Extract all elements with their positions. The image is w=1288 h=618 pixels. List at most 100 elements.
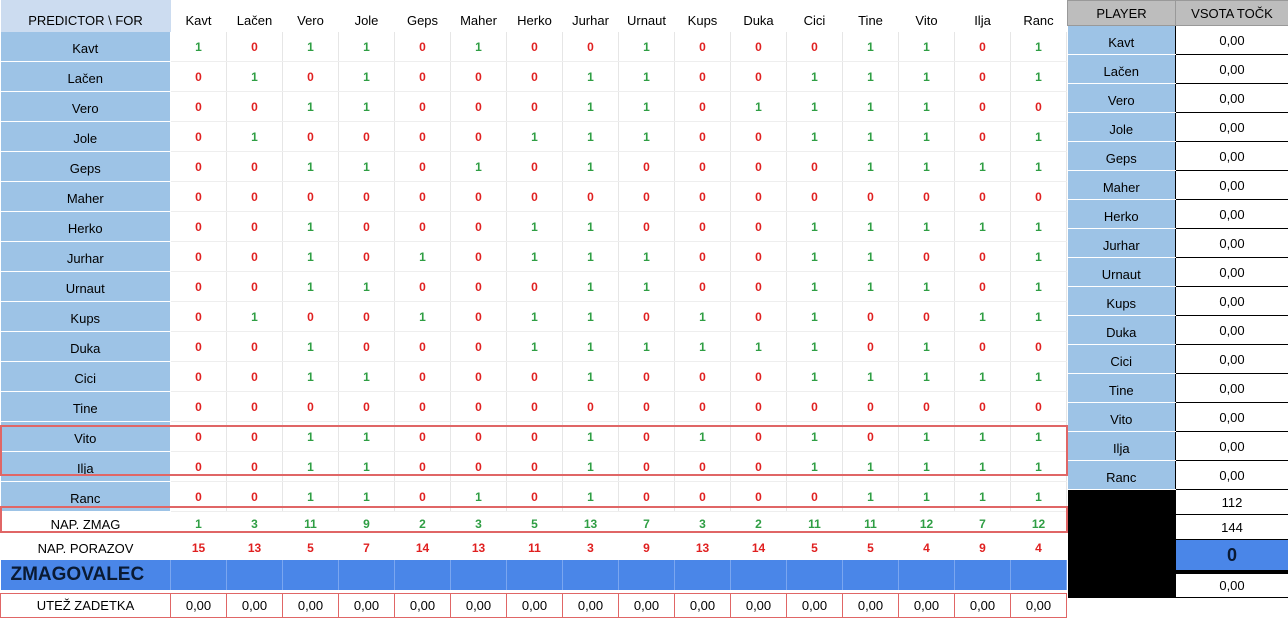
player-score[interactable]: 0,00	[1176, 403, 1288, 432]
prediction-cell[interactable]: 0	[507, 92, 563, 122]
prediction-cell[interactable]: 1	[955, 362, 1011, 392]
prediction-cell[interactable]: 0	[955, 32, 1011, 62]
column-header[interactable]: Cici	[787, 0, 843, 32]
prediction-cell[interactable]: 1	[955, 452, 1011, 482]
prediction-cell[interactable]: 1	[283, 332, 339, 362]
player-name[interactable]: Vito	[1068, 403, 1176, 432]
losses-cell[interactable]: 5	[787, 536, 843, 560]
losses-cell[interactable]: 13	[227, 536, 283, 560]
prediction-cell[interactable]: 1	[1011, 482, 1067, 512]
prediction-cell[interactable]: 0	[675, 62, 731, 92]
predictor-name[interactable]: Ilja	[1, 452, 171, 482]
prediction-cell[interactable]: 1	[339, 62, 395, 92]
prediction-cell[interactable]: 0	[563, 32, 619, 62]
predictor-name[interactable]: Jole	[1, 122, 171, 152]
column-header[interactable]: Urnaut	[619, 0, 675, 32]
column-header[interactable]: Herko	[507, 0, 563, 32]
prediction-cell[interactable]: 1	[843, 272, 899, 302]
prediction-cell[interactable]: 1	[787, 62, 843, 92]
player-score[interactable]: 0,00	[1176, 113, 1288, 142]
column-header[interactable]: Tine	[843, 0, 899, 32]
wins-cell[interactable]: 3	[451, 512, 507, 537]
prediction-cell[interactable]: 0	[955, 332, 1011, 362]
prediction-cell[interactable]: 0	[1011, 392, 1067, 422]
prediction-cell[interactable]: 0	[675, 32, 731, 62]
prediction-cell[interactable]: 0	[955, 62, 1011, 92]
prediction-cell[interactable]: 1	[1011, 242, 1067, 272]
wins-cell[interactable]: 11	[283, 512, 339, 537]
prediction-cell[interactable]: 1	[899, 362, 955, 392]
losses-cell[interactable]: 14	[395, 536, 451, 560]
winner-cell[interactable]	[1011, 560, 1067, 590]
prediction-cell[interactable]: 0	[899, 302, 955, 332]
prediction-cell[interactable]: 0	[731, 242, 787, 272]
weight-cell[interactable]: 0,00	[675, 594, 731, 618]
losses-cell[interactable]: 9	[955, 536, 1011, 560]
prediction-cell[interactable]: 0	[451, 212, 507, 242]
player-score[interactable]: 0,00	[1176, 374, 1288, 403]
player-score[interactable]: 0,00	[1176, 55, 1288, 84]
prediction-cell[interactable]: 0	[731, 272, 787, 302]
winner-label[interactable]: ZMAGOVALEC	[1, 560, 171, 590]
prediction-cell[interactable]: 1	[619, 272, 675, 302]
predictor-name[interactable]: Vito	[1, 422, 171, 452]
prediction-cell[interactable]: 1	[787, 92, 843, 122]
prediction-cell[interactable]: 1	[339, 92, 395, 122]
prediction-cell[interactable]: 0	[675, 182, 731, 212]
player-score[interactable]: 0,00	[1176, 461, 1288, 490]
prediction-cell[interactable]: 0	[507, 482, 563, 512]
prediction-cell[interactable]: 0	[227, 332, 283, 362]
prediction-cell[interactable]: 0	[451, 362, 507, 392]
prediction-cell[interactable]: 0	[171, 152, 227, 182]
prediction-cell[interactable]: 1	[899, 452, 955, 482]
prediction-cell[interactable]: 1	[619, 332, 675, 362]
prediction-cell[interactable]: 0	[899, 182, 955, 212]
prediction-cell[interactable]: 0	[171, 482, 227, 512]
player-name[interactable]: Urnaut	[1068, 258, 1176, 287]
column-header[interactable]: Jole	[339, 0, 395, 32]
prediction-cell[interactable]: 0	[787, 32, 843, 62]
predictor-name[interactable]: Kavt	[1, 32, 171, 62]
prediction-cell[interactable]: 0	[227, 182, 283, 212]
winner-value[interactable]: 0	[1176, 540, 1288, 571]
prediction-cell[interactable]: 0	[395, 482, 451, 512]
wins-cell[interactable]: 2	[395, 512, 451, 537]
column-header[interactable]: Vito	[899, 0, 955, 32]
prediction-cell[interactable]: 0	[619, 452, 675, 482]
prediction-cell[interactable]: 0	[451, 62, 507, 92]
prediction-cell[interactable]: 1	[563, 332, 619, 362]
prediction-cell[interactable]: 0	[731, 122, 787, 152]
prediction-cell[interactable]: 0	[339, 122, 395, 152]
player-name[interactable]: Tine	[1068, 374, 1176, 403]
prediction-cell[interactable]: 0	[843, 302, 899, 332]
player-score[interactable]: 0,00	[1176, 258, 1288, 287]
prediction-cell[interactable]: 1	[675, 332, 731, 362]
predictor-name[interactable]: Ranc	[1, 482, 171, 512]
player-name[interactable]: Geps	[1068, 142, 1176, 171]
prediction-cell[interactable]: 1	[283, 422, 339, 452]
prediction-cell[interactable]: 0	[227, 482, 283, 512]
player-name[interactable]: Maher	[1068, 171, 1176, 200]
prediction-cell[interactable]: 0	[507, 62, 563, 92]
losses-cell[interactable]: 7	[339, 536, 395, 560]
prediction-cell[interactable]: 1	[899, 482, 955, 512]
prediction-cell[interactable]: 0	[227, 32, 283, 62]
prediction-cell[interactable]: 1	[395, 242, 451, 272]
player-score[interactable]: 0,00	[1176, 200, 1288, 229]
losses-cell[interactable]: 13	[451, 536, 507, 560]
weight-cell[interactable]: 0,00	[1011, 594, 1067, 618]
predictor-name[interactable]: Urnaut	[1, 272, 171, 302]
prediction-cell[interactable]: 0	[395, 422, 451, 452]
prediction-cell[interactable]: 1	[787, 302, 843, 332]
prediction-cell[interactable]: 0	[619, 422, 675, 452]
weight-cell[interactable]: 0,00	[395, 594, 451, 618]
prediction-cell[interactable]: 0	[507, 392, 563, 422]
prediction-cell[interactable]: 0	[283, 392, 339, 422]
prediction-cell[interactable]: 1	[899, 272, 955, 302]
prediction-cell[interactable]: 0	[507, 152, 563, 182]
prediction-cell[interactable]: 1	[843, 452, 899, 482]
prediction-cell[interactable]: 1	[563, 122, 619, 152]
winner-cell[interactable]	[843, 560, 899, 590]
prediction-cell[interactable]: 1	[899, 212, 955, 242]
column-header[interactable]: Geps	[395, 0, 451, 32]
